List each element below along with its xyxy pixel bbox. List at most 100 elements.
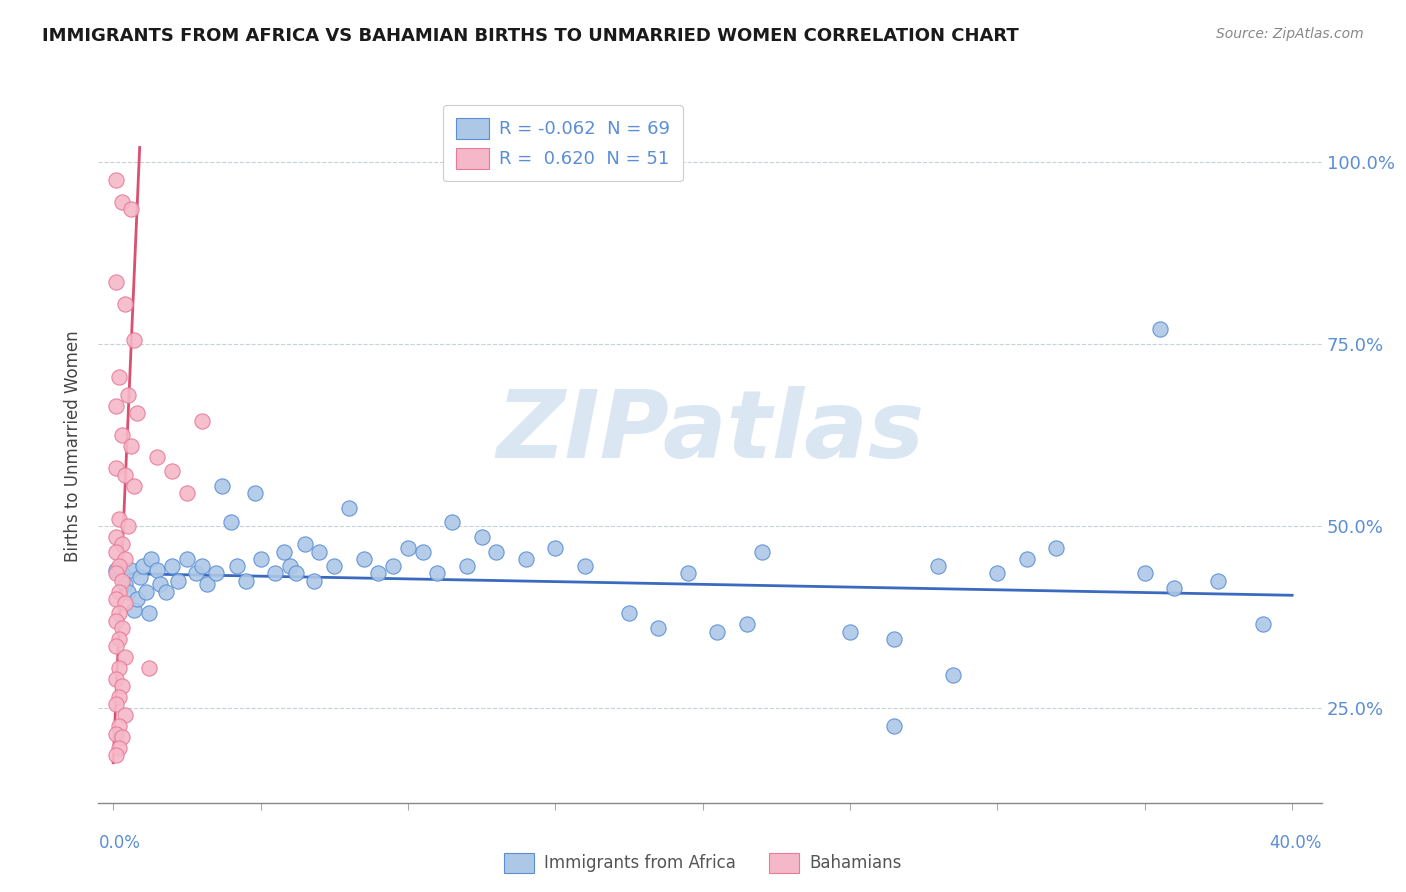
Point (302, 574, 325, 588)
Point (160, 465, 183, 479)
Point (426, 566, 449, 581)
Point (111, 537, 134, 551)
Point (108, 690, 131, 705)
Point (108, 584, 131, 599)
Point (105, 544, 128, 558)
Y-axis label: Births to Unmarried Women: Births to Unmarried Women (65, 330, 83, 562)
Point (122, 479, 145, 493)
Point (226, 559, 249, 574)
Point (117, 388, 139, 402)
Point (114, 650, 136, 665)
Point (273, 544, 295, 558)
Point (138, 607, 160, 621)
Point (105, 672, 128, 686)
Point (111, 731, 134, 745)
Point (149, 577, 172, 591)
Point (751, 544, 773, 558)
Point (111, 574, 134, 588)
Text: ZIPatlas: ZIPatlas (496, 385, 924, 478)
Point (125, 406, 148, 420)
Point (839, 624, 862, 639)
Point (120, 439, 142, 453)
Point (515, 552, 537, 566)
Point (1208, 574, 1230, 588)
Point (176, 486, 198, 500)
Point (105, 614, 128, 628)
Point (485, 544, 508, 558)
Point (111, 621, 134, 635)
Point (105, 399, 128, 413)
Point (155, 584, 177, 599)
Point (243, 486, 266, 500)
Point (135, 584, 157, 599)
Point (141, 552, 163, 566)
Point (264, 566, 287, 581)
Point (676, 566, 699, 581)
Point (176, 552, 198, 566)
Point (125, 591, 148, 606)
Point (105, 460, 128, 475)
Point (190, 413, 212, 427)
Point (114, 297, 136, 311)
Point (441, 516, 464, 530)
Point (1163, 581, 1185, 595)
Point (111, 566, 134, 581)
Point (883, 632, 905, 646)
Point (117, 519, 139, 533)
Point (114, 552, 136, 566)
Point (278, 559, 301, 574)
Point (114, 577, 136, 591)
Point (105, 748, 128, 763)
Legend: R = -0.062  N = 69, R =  0.620  N = 51: R = -0.062 N = 69, R = 0.620 N = 51 (443, 105, 683, 181)
Point (456, 559, 478, 574)
Point (160, 559, 183, 574)
Point (138, 661, 160, 675)
Point (105, 566, 128, 581)
Point (1251, 617, 1274, 632)
Point (105, 563, 128, 577)
Point (219, 516, 242, 530)
Point (131, 559, 153, 574)
Text: Source: ZipAtlas.com: Source: ZipAtlas.com (1216, 27, 1364, 41)
Point (108, 607, 131, 621)
Point (117, 584, 139, 599)
Point (111, 428, 134, 442)
Point (412, 544, 434, 558)
Point (735, 617, 758, 632)
Point (122, 334, 145, 348)
Point (108, 369, 131, 384)
Point (308, 544, 330, 558)
Point (284, 566, 307, 581)
Point (114, 708, 136, 723)
Point (249, 552, 271, 566)
Point (105, 530, 128, 544)
Point (108, 741, 131, 756)
Point (120, 563, 142, 577)
Point (617, 607, 640, 621)
Point (927, 559, 949, 574)
Point (323, 559, 346, 574)
Point (382, 559, 405, 574)
Point (986, 566, 1008, 581)
Point (108, 559, 131, 574)
Point (544, 541, 567, 555)
Point (211, 479, 233, 493)
Point (574, 559, 596, 574)
Point (396, 541, 419, 555)
Legend: Immigrants from Africa, Bahamians: Immigrants from Africa, Bahamians (498, 847, 908, 880)
Point (942, 668, 965, 682)
Point (294, 537, 316, 551)
Point (114, 596, 136, 610)
Point (197, 577, 219, 591)
Point (105, 591, 128, 606)
Point (167, 574, 190, 588)
Point (105, 173, 128, 187)
Point (1015, 552, 1038, 566)
Point (706, 624, 728, 639)
Point (108, 719, 131, 733)
Point (190, 559, 212, 574)
Point (1149, 322, 1171, 336)
Point (128, 570, 150, 584)
Point (205, 566, 228, 581)
Point (108, 512, 131, 526)
